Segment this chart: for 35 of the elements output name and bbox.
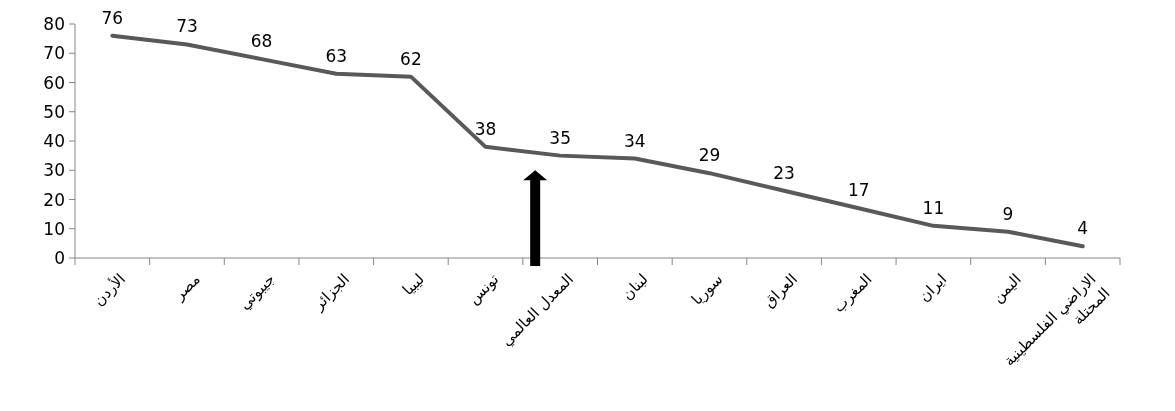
y-tick-label: 70 — [43, 43, 65, 64]
x-tick-label: سوريا — [687, 270, 727, 309]
x-tick-label: ليبيا — [398, 270, 428, 299]
y-tick-label: 50 — [43, 101, 65, 122]
y-tick-label: 40 — [43, 131, 65, 151]
y-tick-label: 10 — [43, 218, 65, 239]
y-tick-label: 30 — [43, 160, 65, 181]
data-label: 9 — [1002, 203, 1014, 224]
x-tick-label: الجزائر — [309, 270, 354, 315]
x-tick-label: مصر — [169, 270, 204, 305]
data-label: 62 — [400, 48, 422, 69]
y-tick-label: 20 — [43, 189, 65, 210]
x-tick-label: ايران — [915, 270, 951, 306]
data-label: 63 — [325, 45, 348, 66]
x-tick-label: المغرب — [829, 270, 876, 317]
data-label: 17 — [847, 180, 870, 201]
data-label: 35 — [549, 127, 571, 148]
data-label: 38 — [474, 118, 497, 139]
y-tick-label: 60 — [43, 72, 65, 93]
data-label: 29 — [698, 145, 721, 166]
data-label: 68 — [250, 31, 273, 52]
x-tick-label: الأردن — [89, 269, 130, 310]
y-tick-label: 0 — [54, 248, 65, 268]
x-tick-label: العراق — [759, 270, 801, 312]
line-series — [110, 33, 1085, 249]
data-label: 23 — [773, 162, 795, 183]
y-tick-label: 80 — [43, 14, 65, 34]
x-tick-label: لبنان — [618, 270, 652, 304]
data-label: 76 — [101, 7, 124, 28]
data-label: 4 — [1077, 218, 1089, 239]
data-label: 11 — [922, 197, 945, 218]
data-label: 34 — [624, 130, 646, 151]
x-tick-label: اليمن — [988, 270, 1025, 307]
x-tick-label: جيبوتي — [235, 270, 280, 314]
data-label: 73 — [176, 16, 198, 37]
